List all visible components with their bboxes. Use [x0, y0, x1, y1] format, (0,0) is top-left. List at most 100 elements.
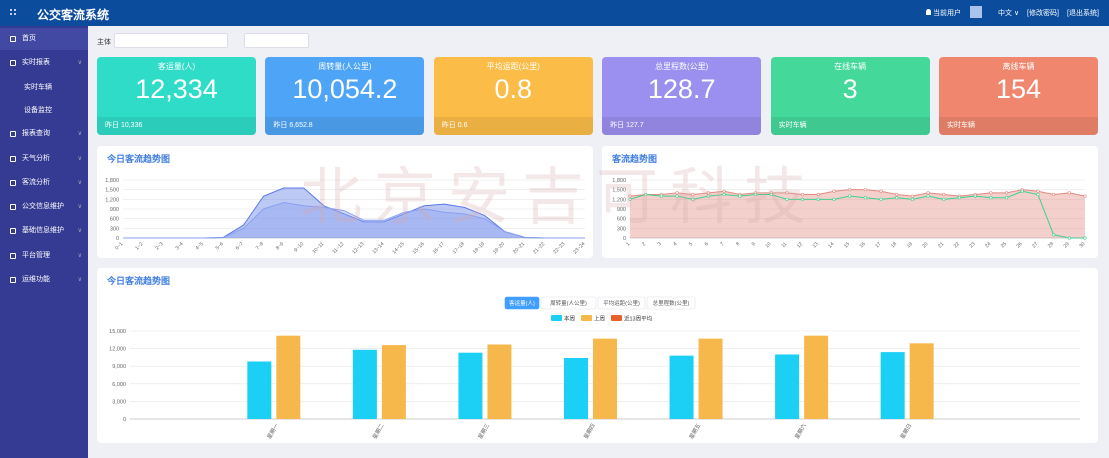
- x-tick-label: 19~20: [492, 241, 506, 255]
- y-tick-label: 9,000: [112, 364, 126, 370]
- x-tick-label: 16: [859, 241, 867, 249]
- data-point: [1036, 189, 1040, 193]
- x-tick-label: 14~15: [391, 241, 405, 255]
- x-tick-label: 7~8: [255, 241, 265, 251]
- data-point: [926, 191, 930, 195]
- bar: [804, 335, 829, 419]
- legend-item[interactable]: 近13周平均: [611, 315, 653, 323]
- tab-box: [540, 296, 597, 310]
- data-point: [1004, 191, 1009, 195]
- filter-select[interactable]: [244, 33, 309, 48]
- x-tick-label: 9~10: [293, 241, 305, 253]
- kpi-title: 周转量(人公里): [318, 62, 372, 71]
- data-point: [785, 197, 789, 201]
- data-point: [1083, 236, 1087, 240]
- menu-item[interactable]: 首页: [0, 28, 88, 50]
- legend-item[interactable]: 本周: [551, 315, 575, 323]
- y-tick-label: 12,000: [109, 347, 126, 353]
- filter-input[interactable]: [114, 33, 228, 48]
- menu-item[interactable]: 客流分析 ∨: [0, 172, 88, 194]
- kpi-card: 总里程数(公里) 128.7 昨日 127.7: [602, 57, 762, 135]
- tab-box: [504, 296, 540, 310]
- y-tick-label: 1,200: [612, 197, 626, 203]
- chart-panel: 今日客流趋势图 0 300 600 900 1,200 1,500 1,800 0~1 1~2 2~…: [97, 146, 593, 258]
- x-tick-label: 17: [874, 241, 882, 249]
- tab[interactable]: 客运量(人): [504, 296, 540, 310]
- x-tick-label: 24: [984, 241, 992, 249]
- tab[interactable]: 平均运距(公里): [597, 296, 646, 310]
- legend-label: 近13周平均: [624, 315, 653, 323]
- bar: [669, 355, 694, 419]
- menu-item[interactable]: 平台管理 ∨: [0, 245, 88, 267]
- tab[interactable]: 总里程数(公里): [646, 296, 696, 310]
- menu-arrow: ∨: [77, 155, 82, 162]
- data-point: [722, 189, 726, 193]
- avatar[interactable]: [970, 6, 982, 18]
- data-point: [753, 192, 758, 197]
- x-tick-label: 16~17: [432, 241, 446, 255]
- submenu-item[interactable]: 实时车辆: [24, 83, 52, 91]
- series-line: [629, 190, 1085, 239]
- menu-arrow: ∨: [77, 252, 82, 259]
- x-tick-label: 21~22: [532, 241, 546, 255]
- x-tick-label: 13~14: [371, 241, 385, 255]
- tab[interactable]: 周转量(人公里): [540, 296, 597, 310]
- tab-box: [597, 296, 646, 310]
- data-point: [989, 196, 993, 200]
- legend-label: 本周: [564, 315, 575, 323]
- user-name[interactable]: 当前用户: [933, 10, 961, 17]
- menu-item[interactable]: 天气分析 ∨: [0, 148, 88, 170]
- menu-label: 客流分析: [22, 178, 50, 186]
- y-tick-label: 6,000: [112, 382, 126, 388]
- logo-icon: [9, 8, 18, 17]
- bar: [381, 345, 406, 419]
- x-tick-label: 星期四: [582, 423, 596, 441]
- menu-arrow: ∨: [77, 60, 82, 67]
- x-tick-label: 27: [1031, 241, 1039, 249]
- kpi-title: 在线车辆: [834, 62, 867, 71]
- menu-item[interactable]: 实时报表 ∨: [0, 52, 88, 74]
- x-tick-label: 星期三: [477, 422, 492, 440]
- menu-icon: [10, 252, 16, 259]
- change-password-link[interactable]: [修改密码]: [1027, 10, 1059, 17]
- legend-item[interactable]: 上周: [581, 315, 605, 323]
- tab-label: 平均运距(公里): [603, 299, 640, 307]
- app-title: 公交客流系统: [37, 8, 110, 22]
- chart-panel: 今日客流趋势图 0 3,000 6,000 9,000 12,000 15,000 客运量(人…: [97, 268, 1098, 443]
- tab-box: [646, 296, 696, 310]
- menu-item[interactable]: 基础信息维护 ∨: [0, 220, 88, 242]
- data-point: [848, 194, 852, 198]
- data-point: [895, 196, 899, 200]
- filter-label: 主体: [97, 39, 111, 46]
- language-switch[interactable]: 中文 ∨: [998, 10, 1020, 17]
- y-tick-label: 600: [617, 217, 626, 223]
- y-tick-label: 300: [617, 226, 626, 232]
- menu-icon: [10, 131, 16, 138]
- menu-item[interactable]: 公交信息维护 ∨: [0, 196, 88, 218]
- x-tick-label: 1~2: [134, 241, 144, 251]
- data-point: [942, 197, 946, 201]
- menu-item[interactable]: 运维功能 ∨: [0, 269, 88, 291]
- kpi-footer: 昨日 10,336: [97, 117, 256, 135]
- kpi-value: 10,054.2: [292, 74, 398, 104]
- x-tick-label: 26: [1015, 241, 1023, 249]
- data-point: [738, 194, 742, 198]
- data-point: [973, 194, 977, 198]
- bar: [352, 349, 377, 419]
- series-area: [630, 189, 1085, 238]
- kpi-footer: 昨日 6,652.8: [265, 117, 425, 135]
- submenu-item[interactable]: 设备监控: [24, 106, 52, 114]
- logout-link[interactable]: [退出系统]: [1067, 10, 1099, 17]
- data-point: [628, 194, 632, 198]
- chart-title: 客流趋势图: [611, 153, 657, 164]
- menu-item[interactable]: 报表查询 ∨: [0, 123, 88, 145]
- x-tick-label: 22: [953, 241, 961, 249]
- menu-arrow: ∨: [77, 204, 82, 211]
- top-bar: 公交客流系统 当前用户 中文 ∨ [修改密码] [退出系统]: [0, 0, 1109, 26]
- x-tick-label: 5: [688, 241, 694, 247]
- x-tick-label: 11~12: [331, 241, 345, 255]
- x-tick-label: 19: [906, 241, 914, 249]
- x-tick-label: 15: [843, 241, 851, 249]
- bar: [880, 352, 905, 419]
- data-point: [957, 196, 962, 200]
